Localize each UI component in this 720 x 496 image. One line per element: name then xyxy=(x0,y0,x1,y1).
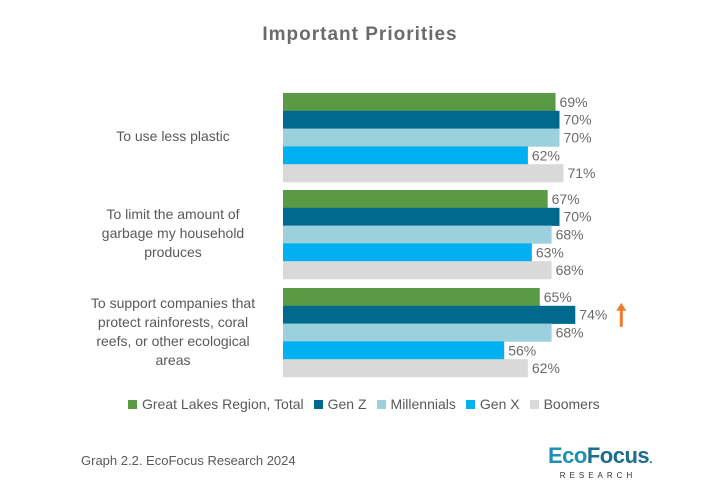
legend-swatch xyxy=(313,399,323,409)
bar-great-lakes-region-total-1 xyxy=(283,190,548,209)
bar-millennials-2 xyxy=(283,323,552,342)
category-label: To support companies that protect rainfor… xyxy=(78,294,268,370)
bar-gen-z-1 xyxy=(283,207,560,226)
category-label-line: To limit the amount of xyxy=(106,206,240,222)
category-label-line: To support companies that xyxy=(90,294,256,311)
bar-gen-x-0 xyxy=(283,146,528,165)
data-label: 68% xyxy=(556,325,584,341)
legend-label: Great Lakes Region, Total xyxy=(142,396,304,412)
legend-item: Millennials xyxy=(376,396,456,412)
legend-swatch xyxy=(128,399,137,409)
data-label: 74% xyxy=(579,307,607,323)
bar-boomers-1 xyxy=(283,261,552,280)
legend-swatch xyxy=(376,399,386,409)
data-label: 71% xyxy=(567,165,595,181)
category-label: To use less plastic xyxy=(78,127,268,146)
data-label: 62% xyxy=(532,360,560,376)
legend-label: Gen Z xyxy=(327,396,367,412)
bar-great-lakes-region-total-2 xyxy=(283,288,540,307)
legend-item: Great Lakes Region, Total xyxy=(128,396,304,412)
category-label: To limit the amount of garbage my househo… xyxy=(78,205,268,262)
category-label-line: areas xyxy=(155,351,191,368)
chart-title: Important Priorities xyxy=(262,24,458,45)
data-label: 63% xyxy=(536,244,564,260)
logo-subtitle: RESEARCH xyxy=(559,471,637,480)
data-label: 68% xyxy=(556,262,584,278)
legend-item: Gen Z xyxy=(313,396,367,412)
legend-label: Boomers xyxy=(543,396,600,412)
legend-swatch xyxy=(529,399,539,409)
bar-millennials-1 xyxy=(283,225,552,244)
data-label: 68% xyxy=(556,227,584,243)
data-label: 69% xyxy=(560,94,588,110)
legend-swatch xyxy=(465,399,475,409)
data-label: 67% xyxy=(552,191,580,207)
ecofocus-logo: EcoFocus. RESEARCH xyxy=(548,443,652,481)
logo-wordmark: EcoFocus. xyxy=(548,443,652,468)
legend-label: Millennials xyxy=(390,396,456,412)
bar-boomers-0 xyxy=(283,164,564,183)
category-label-line: garbage my household xyxy=(101,225,245,241)
data-label: 70% xyxy=(564,130,592,146)
category-label-line: produces xyxy=(144,244,202,260)
chart-legend: Great Lakes Region, Total Gen Z Millennial… xyxy=(128,396,610,412)
bar-gen-x-1 xyxy=(283,243,532,262)
bar-great-lakes-region-total-0 xyxy=(283,93,556,112)
bar-gen-z-2 xyxy=(283,305,576,324)
data-label: 56% xyxy=(508,342,536,358)
up-arrow-icon xyxy=(616,302,627,327)
data-label: 70% xyxy=(564,112,592,128)
footer-caption: Graph 2.2. EcoFocus Research 2024 xyxy=(81,453,296,468)
legend-item: Gen X xyxy=(465,396,520,412)
category-label-line: To use less plastic xyxy=(116,128,230,144)
data-label: 65% xyxy=(544,289,572,305)
category-label-line: protect rainforests, coral xyxy=(97,313,249,330)
data-label: 70% xyxy=(564,209,592,225)
category-label-line: reefs, or other ecological xyxy=(96,332,250,349)
bar-boomers-2 xyxy=(283,359,528,378)
legend-label: Gen X xyxy=(479,396,520,412)
data-label: 62% xyxy=(532,147,560,163)
bar-millennials-0 xyxy=(283,128,560,147)
legend-item: Boomers xyxy=(529,396,600,412)
bar-gen-z-0 xyxy=(283,110,560,129)
bar-gen-x-2 xyxy=(283,341,505,360)
